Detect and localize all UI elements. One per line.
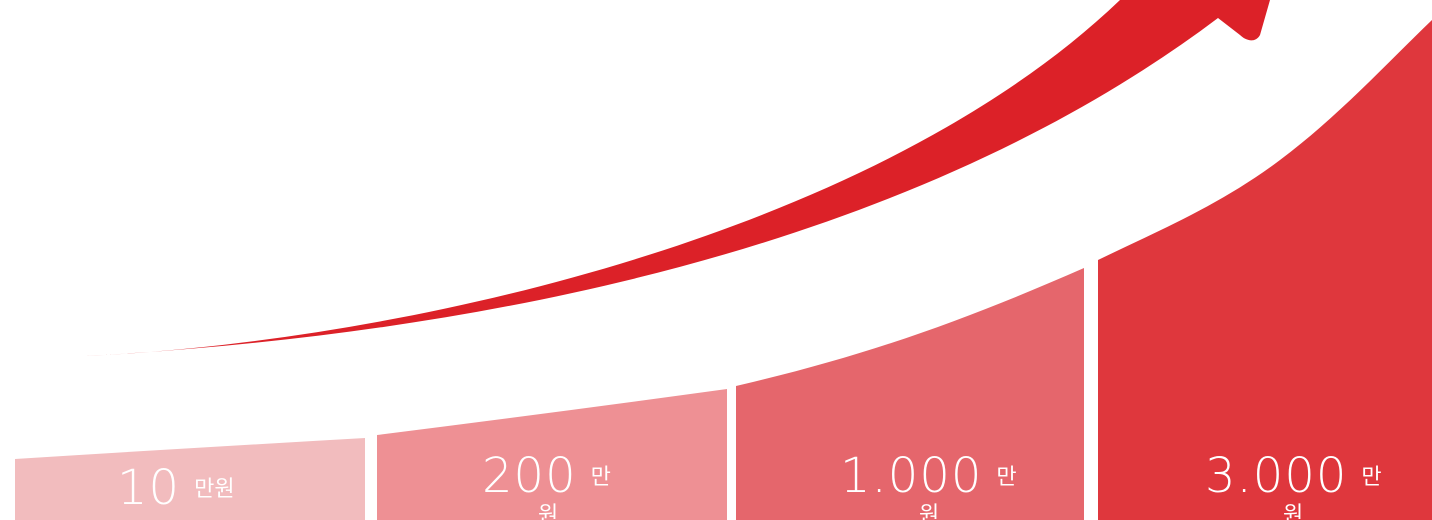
step-value: 200 [482, 448, 577, 504]
step-bar-200 [377, 389, 727, 520]
step-label-3000: 3.000 만 [1205, 452, 1382, 500]
step-unit: 만원 [194, 477, 235, 502]
step-unit: 만 [996, 465, 1017, 490]
step-label-200: 200 만 [482, 452, 611, 500]
step-value: 10 [117, 460, 181, 516]
step-unit-overflow: 원 [1283, 503, 1304, 520]
step-label-10: 10 만원 [117, 464, 235, 512]
growth-arrow-icon [86, 0, 1270, 356]
step-unit: 만 [590, 465, 611, 490]
step-unit: 만 [1361, 465, 1382, 490]
step-bar-10 [15, 438, 365, 520]
step-unit-overflow: 원 [538, 503, 559, 520]
step-value: 3.000 [1205, 448, 1348, 504]
step-bar-3000 [1098, 20, 1432, 520]
step-unit-overflow: 원 [919, 503, 940, 520]
step-label-1000: 1.000 만 [840, 452, 1017, 500]
step-value: 1.000 [840, 448, 983, 504]
step-bar-1000 [736, 268, 1084, 520]
